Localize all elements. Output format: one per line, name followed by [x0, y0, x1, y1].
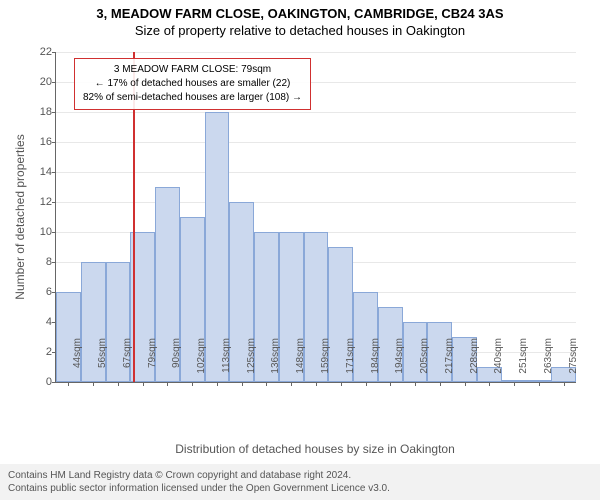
x-tick-mark — [242, 382, 243, 386]
x-tick-mark — [390, 382, 391, 386]
x-tick-mark — [564, 382, 565, 386]
x-tick-mark — [514, 382, 515, 386]
x-tick-mark — [192, 382, 193, 386]
x-tick-label: 56sqm — [97, 338, 108, 388]
x-tick-label: 125sqm — [246, 338, 257, 388]
annotation-box: 3 MEADOW FARM CLOSE: 79sqm← 17% of detac… — [74, 58, 311, 110]
chart-title-line2: Size of property relative to detached ho… — [0, 21, 600, 38]
y-tick-mark — [52, 142, 56, 143]
y-tick-mark — [52, 262, 56, 263]
x-tick-label: 275sqm — [568, 338, 579, 388]
y-tick-mark — [52, 172, 56, 173]
y-axis-label: Number of detached properties — [13, 134, 27, 299]
x-tick-mark — [415, 382, 416, 386]
chart-title-line1: 3, MEADOW FARM CLOSE, OAKINGTON, CAMBRID… — [0, 0, 600, 21]
y-tick-mark — [52, 382, 56, 383]
y-tick-label: 20 — [28, 76, 52, 88]
x-tick-label: 205sqm — [419, 338, 430, 388]
x-tick-mark — [489, 382, 490, 386]
x-tick-mark — [440, 382, 441, 386]
chart-area: Number of detached properties 0246810121… — [55, 52, 575, 382]
x-tick-label: 228sqm — [469, 338, 480, 388]
x-tick-label: 67sqm — [122, 338, 133, 388]
x-tick-label: 136sqm — [270, 338, 281, 388]
y-tick-label: 22 — [28, 46, 52, 58]
y-tick-label: 14 — [28, 166, 52, 178]
footer-line1: Contains HM Land Registry data © Crown c… — [8, 469, 592, 482]
y-tick-label: 2 — [28, 346, 52, 358]
x-tick-mark — [291, 382, 292, 386]
x-tick-label: 217sqm — [444, 338, 455, 388]
footer-line2: Contains public sector information licen… — [8, 482, 592, 495]
plot-region: 024681012141618202244sqm56sqm67sqm79sqm9… — [55, 52, 576, 383]
annotation-line: ← 17% of detached houses are smaller (22… — [83, 77, 302, 91]
y-tick-label: 16 — [28, 136, 52, 148]
y-tick-label: 0 — [28, 376, 52, 388]
y-tick-mark — [52, 82, 56, 83]
x-tick-mark — [316, 382, 317, 386]
y-tick-label: 18 — [28, 106, 52, 118]
x-tick-mark — [266, 382, 267, 386]
annotation-line: 3 MEADOW FARM CLOSE: 79sqm — [83, 63, 302, 77]
y-tick-mark — [52, 52, 56, 53]
y-tick-label: 10 — [28, 226, 52, 238]
y-tick-label: 8 — [28, 256, 52, 268]
x-tick-mark — [217, 382, 218, 386]
y-tick-label: 4 — [28, 316, 52, 328]
chart-container: 3, MEADOW FARM CLOSE, OAKINGTON, CAMBRID… — [0, 0, 600, 500]
x-tick-label: 194sqm — [394, 338, 405, 388]
y-tick-label: 6 — [28, 286, 52, 298]
x-tick-label: 251sqm — [518, 338, 529, 388]
x-tick-mark — [539, 382, 540, 386]
x-tick-label: 263sqm — [543, 338, 554, 388]
x-tick-label: 90sqm — [171, 338, 182, 388]
x-tick-label: 159sqm — [320, 338, 331, 388]
y-tick-mark — [52, 112, 56, 113]
y-tick-label: 12 — [28, 196, 52, 208]
footer-attribution: Contains HM Land Registry data © Crown c… — [0, 464, 600, 500]
x-tick-label: 240sqm — [493, 338, 504, 388]
x-axis-label: Distribution of detached houses by size … — [55, 442, 575, 456]
annotation-line: 82% of semi-detached houses are larger (… — [83, 91, 302, 105]
x-tick-mark — [341, 382, 342, 386]
x-tick-mark — [465, 382, 466, 386]
x-tick-mark — [68, 382, 69, 386]
x-tick-label: 184sqm — [370, 338, 381, 388]
x-tick-mark — [93, 382, 94, 386]
x-tick-label: 44sqm — [72, 338, 83, 388]
x-tick-mark — [118, 382, 119, 386]
x-tick-label: 102sqm — [196, 338, 207, 388]
x-tick-mark — [366, 382, 367, 386]
y-tick-mark — [52, 202, 56, 203]
y-tick-mark — [52, 232, 56, 233]
x-tick-label: 79sqm — [147, 338, 158, 388]
x-tick-label: 171sqm — [345, 338, 356, 388]
x-tick-mark — [167, 382, 168, 386]
x-tick-label: 113sqm — [221, 338, 232, 388]
x-tick-mark — [143, 382, 144, 386]
x-tick-label: 148sqm — [295, 338, 306, 388]
